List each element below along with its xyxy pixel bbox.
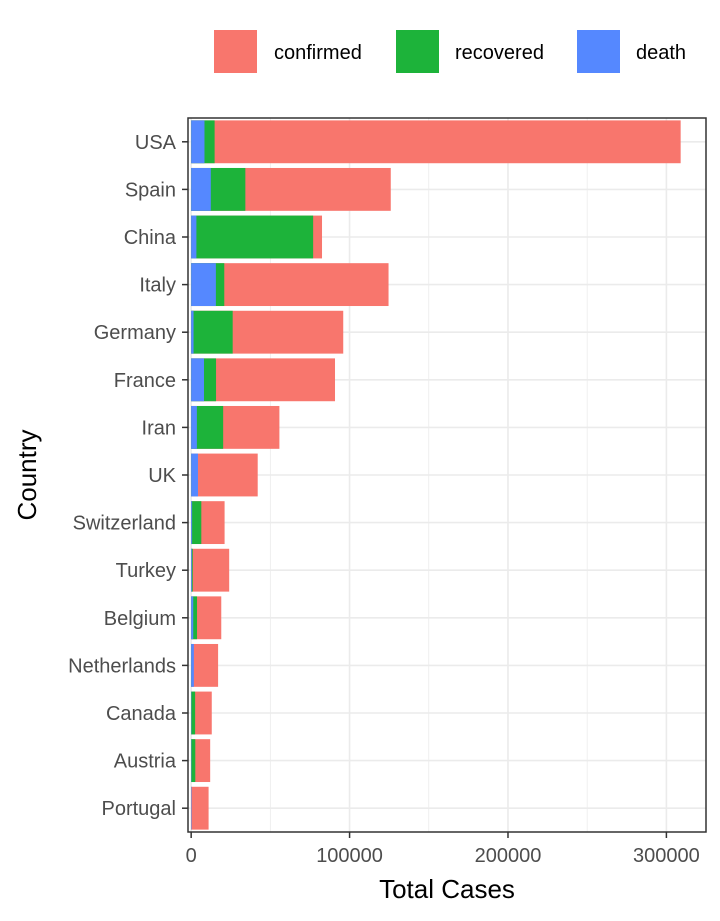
x-tick-label: 100000 [316, 845, 383, 867]
bar-confirmed [191, 691, 212, 735]
legend: confirmed recovered death [214, 30, 686, 73]
bar-death [191, 167, 211, 211]
bar-recovered [191, 691, 196, 735]
y-axis: USA Spain China Italy Germany France Iran UK Swi… [68, 132, 188, 820]
y-tick-label: France [114, 370, 176, 392]
x-tick-label: 200000 [475, 845, 542, 867]
bar-recovered [191, 310, 233, 354]
bar-recovered [191, 501, 202, 545]
x-tick-label: 300000 [633, 845, 700, 867]
y-tick-label: Switzerland [73, 513, 176, 535]
y-tick-label: Germany [94, 322, 176, 344]
legend-key-recovered [396, 30, 439, 73]
bar-confirmed [191, 786, 209, 830]
bar-confirmed [191, 739, 211, 783]
bar-death [191, 405, 197, 449]
y-tick-label: Iran [142, 417, 176, 439]
bar-death [191, 643, 194, 687]
legend-label-confirmed: confirmed [274, 42, 362, 64]
y-tick-label: Austria [114, 751, 177, 773]
y-tick-label: China [124, 227, 177, 249]
y-tick-label: Spain [125, 179, 176, 201]
legend-key-death [577, 30, 620, 73]
legend-key-confirmed [214, 30, 257, 73]
bar-death [191, 548, 192, 592]
legend-label-recovered: recovered [455, 42, 544, 64]
y-tick-label: Turkey [116, 560, 176, 582]
bar-death [191, 120, 205, 164]
y-axis-title: Country [12, 429, 42, 520]
bar-recovered [191, 215, 314, 259]
bar-recovered [191, 739, 196, 783]
y-tick-label: Canada [106, 703, 177, 725]
x-axis-title: Total Cases [379, 874, 515, 904]
bar-death [191, 358, 204, 402]
bar-confirmed [191, 548, 230, 592]
bar-death [191, 596, 194, 640]
bar-death [191, 263, 216, 307]
bars [191, 120, 681, 830]
bar-recovered [191, 596, 198, 640]
y-tick-label: Belgium [104, 608, 176, 630]
bar-death [191, 215, 197, 259]
legend-label-death: death [636, 42, 686, 64]
bar-confirmed [191, 453, 258, 497]
x-tick-label: 0 [186, 845, 197, 867]
bar-death [191, 453, 198, 497]
bar-confirmed [191, 643, 219, 687]
bar-confirmed [191, 120, 681, 164]
y-tick-label: UK [148, 465, 176, 487]
bar-death [191, 501, 193, 545]
y-tick-label: USA [135, 132, 177, 154]
bar-death [191, 310, 194, 354]
y-tick-label: Italy [139, 275, 176, 297]
y-tick-label: Netherlands [68, 655, 176, 677]
x-axis: 0 100000 200000 300000 [186, 832, 700, 867]
y-tick-label: Portugal [102, 798, 177, 820]
